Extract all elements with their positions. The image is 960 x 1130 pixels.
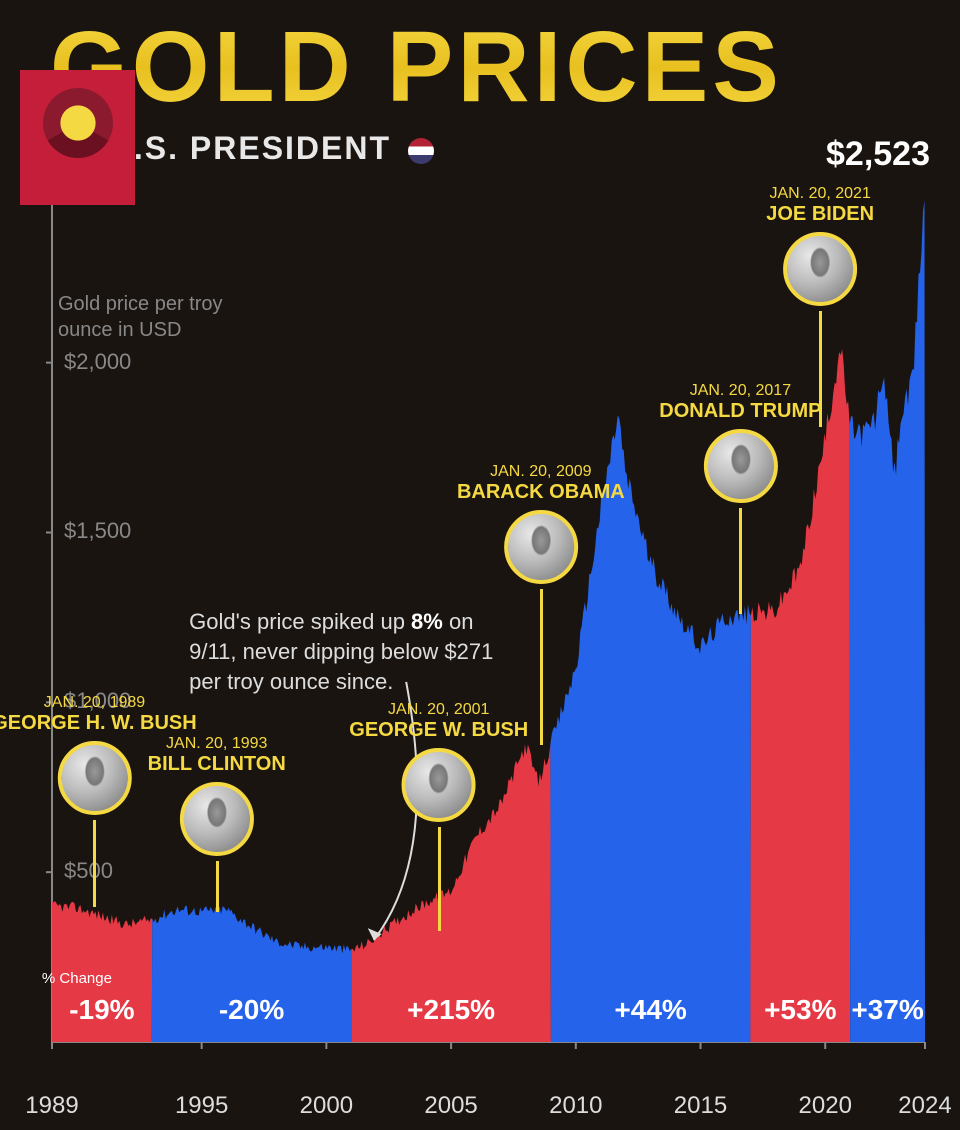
president-date: JAN. 20, 2001 xyxy=(349,701,528,719)
peak-price-value: $2,523 xyxy=(826,135,930,174)
president-marker: JAN. 20, 2001GEORGE W. BUSH xyxy=(349,701,528,822)
president-marker: JAN. 20, 2009BARACK OBAMA xyxy=(457,463,625,584)
pct-change-header: % Change xyxy=(42,970,112,987)
president-name: BARACK OBAMA xyxy=(457,481,625,504)
president-avatar xyxy=(504,510,578,584)
president-avatar xyxy=(783,232,857,306)
y-axis-tick: $1,500 xyxy=(64,518,131,544)
president-date: JAN. 20, 2009 xyxy=(457,463,625,481)
president-name: JOE BIDEN xyxy=(766,203,874,226)
president-date: JAN. 20, 1989 xyxy=(0,694,197,712)
pct-change-value: +44% xyxy=(614,994,686,1026)
president-stem xyxy=(216,861,219,912)
y-axis-label: Gold price per troy ounce in USD xyxy=(58,291,223,343)
president-name: GEORGE H. W. BUSH xyxy=(0,712,197,735)
president-date: JAN. 20, 1993 xyxy=(148,735,286,753)
pct-change-value: +215% xyxy=(407,994,495,1026)
y-axis-tick: $2,000 xyxy=(64,349,131,375)
x-axis-tick: 2005 xyxy=(424,1092,477,1120)
main-title: GOLD PRICES xyxy=(50,10,783,125)
x-axis-tick: 2015 xyxy=(674,1092,727,1120)
president-stem xyxy=(93,820,96,907)
source-logo-badge xyxy=(20,70,135,205)
x-axis-tick: 1989 xyxy=(25,1092,78,1120)
pct-change-value: +53% xyxy=(764,994,836,1026)
x-axis-tick: 2010 xyxy=(549,1092,602,1120)
president-stem xyxy=(438,827,441,931)
president-stem xyxy=(739,508,742,614)
x-axis-tick: 2000 xyxy=(300,1092,353,1120)
us-flag-icon xyxy=(408,138,434,164)
president-stem xyxy=(540,589,543,745)
president-marker: JAN. 20, 2021JOE BIDEN xyxy=(766,185,874,306)
pct-change-value: -20% xyxy=(219,994,284,1026)
pct-change-value: -19% xyxy=(69,994,134,1026)
president-avatar xyxy=(57,741,131,815)
x-axis-tick: 2024 xyxy=(898,1092,951,1120)
pct-change-value: +37% xyxy=(851,994,923,1026)
president-date: JAN. 20, 2021 xyxy=(766,185,874,203)
president-marker: JAN. 20, 2017DONALD TRUMP xyxy=(659,382,821,503)
president-date: JAN. 20, 2017 xyxy=(659,382,821,400)
annotation-911: Gold's price spiked up 8% on 9/11, never… xyxy=(189,607,509,696)
president-name: DONALD TRUMP xyxy=(659,400,821,423)
president-avatar xyxy=(402,748,476,822)
y-axis-tick: $500 xyxy=(64,858,113,884)
president-name: GEORGE W. BUSH xyxy=(349,719,528,742)
president-avatar xyxy=(180,782,254,856)
x-axis-tick: 2020 xyxy=(799,1092,852,1120)
president-avatar xyxy=(703,429,777,503)
president-name: BILL CLINTON xyxy=(148,753,286,776)
president-marker: JAN. 20, 1993BILL CLINTON xyxy=(148,735,286,856)
x-axis-tick: 1995 xyxy=(175,1092,228,1120)
